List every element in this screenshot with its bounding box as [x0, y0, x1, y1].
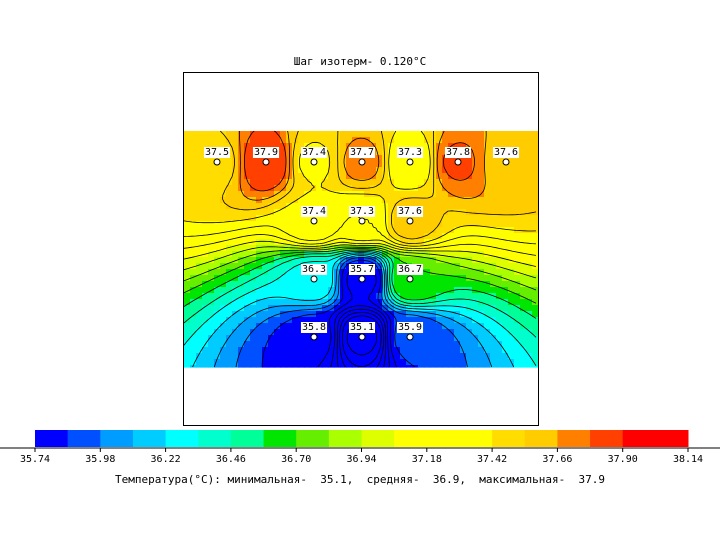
sensor-value-label: 35.9 [398, 322, 422, 333]
sensor-value-label: 35.7 [350, 264, 374, 275]
colorbar-tick-label: 37.42 [477, 454, 507, 465]
colorbar-tick-label: 35.98 [85, 454, 115, 465]
colorbar-swatch [132, 430, 167, 447]
sensor-value-label: 35.8 [302, 322, 326, 333]
sensor-point: 37.4 [300, 147, 328, 166]
colorbar-swatch [590, 430, 624, 447]
colorbar-swatch [622, 430, 656, 447]
sensor-point: 37.8 [444, 147, 472, 166]
sensor-point: 37.7 [348, 147, 376, 166]
colorbar-swatch [655, 430, 689, 447]
colorbar-swatch [100, 430, 134, 447]
sensor-value-label: 36.7 [398, 264, 422, 275]
colorbar-swatch [524, 430, 558, 447]
temperature-map: 37.5 37.9 37.4 37.7 37.3 37.8 37.6 37.4 37.3 37.6… [184, 130, 538, 368]
colorbar-swatch [459, 430, 493, 447]
sensor-value-label: 35.1 [350, 322, 374, 333]
colorbar-swatch [296, 430, 330, 447]
sensor-value-label: 37.6 [494, 147, 518, 158]
sensor-point: 37.3 [396, 147, 424, 166]
colorbar-swatch [394, 430, 428, 447]
temperature-field [184, 131, 538, 368]
colorbar-swatch [67, 430, 101, 447]
colorbar-swatch [361, 430, 395, 447]
colorbar-tick-label: 36.94 [346, 454, 376, 465]
sensor-value-label: 37.4 [302, 206, 326, 217]
sensor-point: 35.8 [300, 322, 328, 341]
sensor-value-label: 36.3 [302, 264, 326, 275]
sensor-point: 37.9 [252, 147, 280, 166]
sensor-value-label: 37.4 [302, 147, 326, 158]
sensor-point: 37.6 [492, 147, 520, 166]
sensor-point: 35.9 [396, 322, 424, 341]
colorbar-swatch [165, 430, 199, 447]
sensor-value-label: 37.3 [350, 206, 374, 217]
sensor-point: 37.5 [203, 147, 231, 166]
colorbar-tick-label: 37.66 [542, 454, 572, 465]
sensor-point: 36.7 [396, 264, 424, 283]
colorbar-tick-label: 36.70 [281, 454, 311, 465]
colorbar-tick-label: 36.22 [151, 454, 181, 465]
temperature-summary: Температура(°С): минимальная- 35.1, сред… [114, 473, 606, 486]
colorbar-tick-label: 36.46 [216, 454, 246, 465]
plot-frame: 37.5 37.9 37.4 37.7 37.3 37.8 37.6 37.4 37.3 37.6… [183, 72, 539, 426]
sensor-value-label: 37.6 [398, 206, 422, 217]
sensor-point: 36.3 [300, 264, 328, 283]
sensor-value-label: 37.7 [350, 147, 374, 158]
colorbar-swatch [426, 430, 460, 447]
colorbar-swatch [230, 430, 265, 447]
sensor-value-label: 37.5 [205, 147, 229, 158]
sensor-point: 35.7 [348, 264, 376, 283]
chart-title: Шаг изотерм- 0.120°C [293, 55, 427, 68]
sensor-point: 37.4 [300, 206, 328, 225]
sensor-value-label: 37.8 [446, 147, 470, 158]
colorbar-tick-label: 38.14 [673, 454, 703, 465]
colorbar-swatch [492, 430, 526, 447]
sensor-point: 35.1 [348, 322, 376, 341]
sensor-value-label: 37.9 [254, 147, 278, 158]
colorbar-swatch [35, 430, 69, 447]
colorbar-swatch [328, 430, 362, 447]
sensor-point: 37.3 [348, 206, 376, 225]
colorbar-tick-label: 37.90 [608, 454, 638, 465]
sensor-point: 37.6 [396, 206, 424, 225]
colorbar-swatch [198, 430, 232, 447]
colorbar-tick-label: 37.18 [412, 454, 442, 465]
colorbar-tick-label: 35.74 [20, 454, 50, 465]
colorbar-swatch [263, 430, 297, 447]
sensor-value-label: 37.3 [398, 147, 422, 158]
colorbar-swatch [557, 430, 591, 447]
